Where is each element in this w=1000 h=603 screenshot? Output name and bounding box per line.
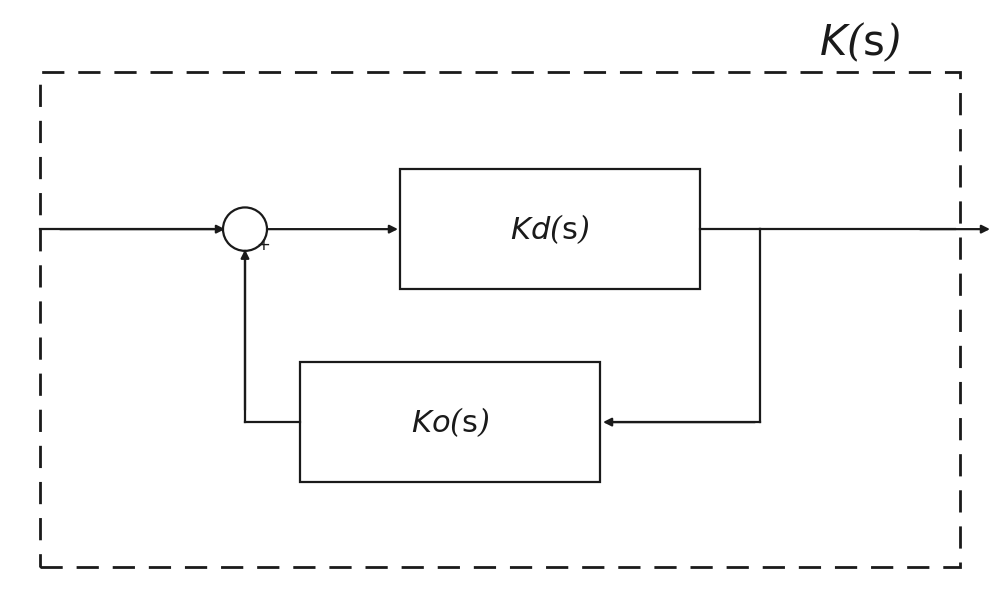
- Text: +: +: [256, 236, 270, 254]
- Text: $\mathit{Ko}$($\mathrm{s}$): $\mathit{Ko}$($\mathrm{s}$): [411, 405, 489, 439]
- Text: $\mathit{Kd}$($\mathrm{s}$): $\mathit{Kd}$($\mathrm{s}$): [510, 212, 590, 246]
- Bar: [300, 362, 600, 482]
- Bar: [400, 169, 700, 289]
- Text: $\mathit{K}$($\mathrm{s}$): $\mathit{K}$($\mathrm{s}$): [819, 21, 901, 64]
- Bar: [40, 72, 960, 567]
